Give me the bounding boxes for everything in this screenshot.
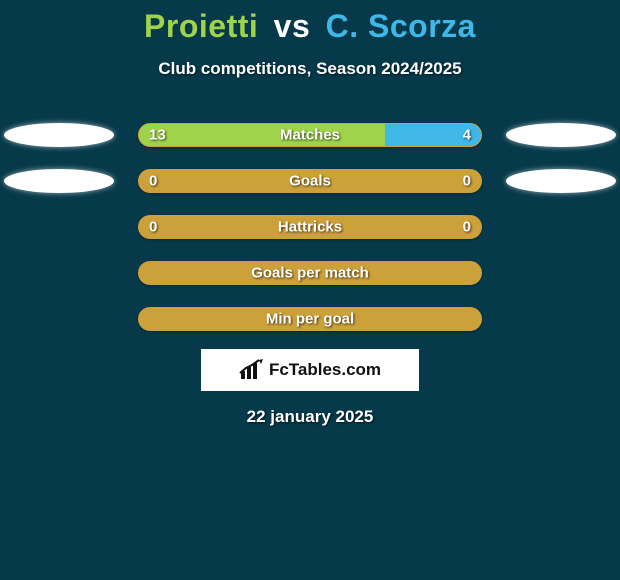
stat-label: Goals per match — [251, 265, 369, 282]
player-shadow-right — [506, 123, 616, 147]
stat-value-left: 13 — [149, 127, 166, 144]
stat-row: Goals per match — [0, 261, 620, 285]
stat-bar: 0 0 Goals — [138, 169, 482, 193]
stat-label: Hattricks — [278, 219, 342, 236]
player-shadow-left — [4, 123, 114, 147]
stat-value-right: 0 — [463, 173, 471, 190]
stat-row: 13 4 Matches — [0, 123, 620, 147]
comparison-card: Proietti vs C. Scorza Club competitions,… — [0, 0, 620, 580]
stat-bar: Min per goal — [138, 307, 482, 331]
stat-fill-left — [139, 124, 385, 146]
watermark-text: FcTables.com — [269, 360, 381, 380]
stat-value-left: 0 — [149, 173, 157, 190]
title-player1: Proietti — [144, 8, 258, 44]
stat-value-right: 4 — [463, 127, 471, 144]
date-label: 22 january 2025 — [0, 407, 620, 427]
watermark-icon — [239, 359, 265, 381]
stat-row: 0 0 Hattricks — [0, 215, 620, 239]
stat-bar: Goals per match — [138, 261, 482, 285]
player-shadow-left — [4, 169, 114, 193]
stat-value-right: 0 — [463, 219, 471, 236]
stat-label: Goals — [289, 173, 331, 190]
stat-value-left: 0 — [149, 219, 157, 236]
subtitle: Club competitions, Season 2024/2025 — [0, 59, 620, 79]
title-player2: C. Scorza — [326, 8, 476, 44]
stat-row: Min per goal — [0, 307, 620, 331]
stat-rows: 13 4 Matches 0 0 Goals 0 0 Hattricks Goals per ma… — [0, 123, 620, 331]
player-shadow-right — [506, 169, 616, 193]
stat-row: 0 0 Goals — [0, 169, 620, 193]
page-title: Proietti vs C. Scorza — [0, 0, 620, 45]
stat-label: Matches — [280, 127, 340, 144]
stat-label: Min per goal — [266, 311, 354, 328]
stat-bar: 0 0 Hattricks — [138, 215, 482, 239]
watermark: FcTables.com — [201, 349, 419, 391]
title-vs: vs — [274, 8, 311, 44]
stat-bar: 13 4 Matches — [138, 123, 482, 147]
